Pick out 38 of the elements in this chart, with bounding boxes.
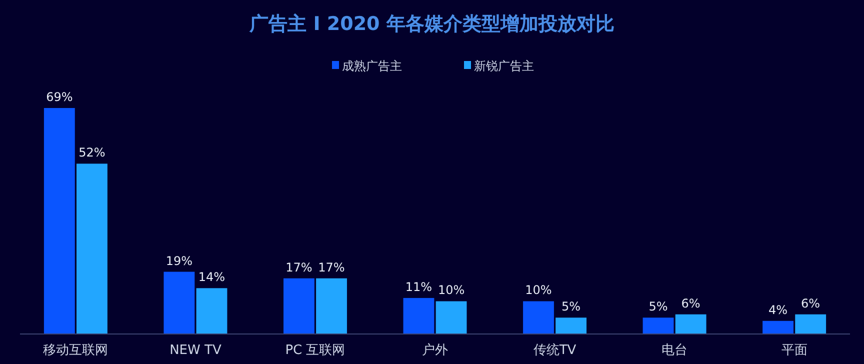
bar xyxy=(316,278,347,334)
bar xyxy=(76,164,108,334)
bar xyxy=(436,301,467,334)
data-label: 19% xyxy=(166,254,193,268)
x-tick-label: 传统TV xyxy=(533,343,576,358)
data-label: 14% xyxy=(198,270,226,284)
data-label: 11% xyxy=(405,280,432,294)
data-label: 5% xyxy=(648,300,668,314)
bar xyxy=(283,278,314,334)
x-tick-label: NEW TV xyxy=(170,343,222,358)
x-tick-label: 电台 xyxy=(662,343,688,358)
data-label: 5% xyxy=(562,300,581,314)
bar xyxy=(642,318,674,334)
bar xyxy=(795,314,826,334)
bar xyxy=(675,314,706,334)
data-label: 10% xyxy=(438,283,465,298)
data-label: 4% xyxy=(768,302,788,317)
x-tick-label: PC 互联网 xyxy=(285,343,346,358)
data-label: 17% xyxy=(286,260,312,274)
bar xyxy=(164,272,195,334)
bar xyxy=(556,318,587,334)
bar xyxy=(403,298,434,334)
legend-label: 成熟广告主 xyxy=(342,59,402,73)
data-label: 52% xyxy=(78,146,106,160)
x-tick-label: 平面 xyxy=(781,343,808,358)
data-label: 6% xyxy=(681,296,700,310)
data-label: 17% xyxy=(318,260,345,274)
x-tick-label: 移动互联网 xyxy=(43,343,108,358)
legend-label: 新锐广告主 xyxy=(474,59,534,73)
data-label: 10% xyxy=(525,283,552,298)
bar xyxy=(762,320,794,334)
data-label: 69% xyxy=(46,90,73,104)
x-tick-label: 户外 xyxy=(422,343,448,358)
bar xyxy=(44,108,75,334)
bar xyxy=(196,288,228,334)
chart-title: 广告主 I 2020 年各媒介类型增加投放对比 xyxy=(248,13,614,35)
bar xyxy=(523,301,554,334)
data-label: 6% xyxy=(801,296,820,310)
